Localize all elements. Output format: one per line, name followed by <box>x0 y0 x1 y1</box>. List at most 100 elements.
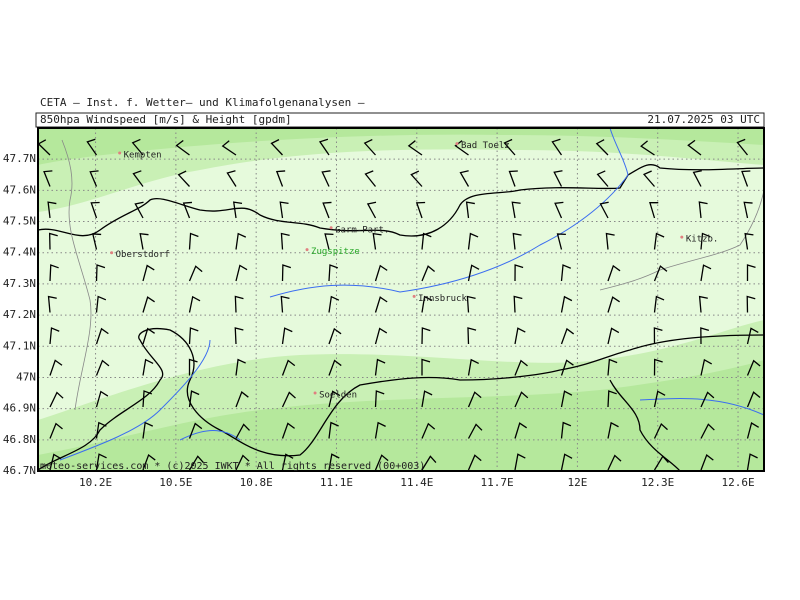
y-tick-label: 47.1N <box>3 339 36 352</box>
wind-barb <box>142 296 155 313</box>
wind-barb <box>95 359 110 376</box>
wind-barb <box>366 201 377 219</box>
wind-barb <box>235 423 251 439</box>
wind-barb <box>653 422 668 439</box>
wind-barb <box>746 422 760 439</box>
wind-barb <box>653 327 663 345</box>
wind-barb <box>653 232 665 250</box>
wind-barb <box>551 138 563 156</box>
wind-barb <box>560 421 572 439</box>
wind-barb <box>607 421 619 439</box>
wind-barb <box>49 391 64 408</box>
wind-barb <box>142 453 156 471</box>
y-tick-label: 47.4N <box>3 246 36 259</box>
wind-barb <box>467 327 477 345</box>
wind-barb <box>328 421 339 439</box>
wind-barb <box>132 170 144 187</box>
y-tick-label: 46.8N <box>3 433 36 446</box>
place-label: Kempten <box>124 150 162 160</box>
place-dot <box>455 142 459 146</box>
wind-barb <box>374 264 388 282</box>
wind-barb <box>134 201 144 219</box>
wind-barb <box>407 140 423 156</box>
wind-barb <box>459 170 470 187</box>
river <box>59 127 765 461</box>
wind-barb <box>653 390 666 408</box>
x-tick-label: 10.5E <box>159 476 192 489</box>
wind-barb <box>281 391 296 408</box>
place-label: Innsbruck <box>418 294 467 304</box>
wind-barb <box>47 295 57 313</box>
place-dot <box>110 251 114 255</box>
wind-barb <box>177 170 190 187</box>
wind-barb <box>142 264 155 282</box>
place-label: Garm-Part. <box>335 225 389 235</box>
place-dot <box>313 391 317 395</box>
x-tick-label: 12.6E <box>721 476 754 489</box>
wind-barb <box>746 359 761 376</box>
wind-barb <box>142 421 154 439</box>
wind-barb <box>322 201 332 219</box>
wind-shade <box>38 360 764 471</box>
wind-barb <box>595 139 609 156</box>
wind-barb <box>653 265 668 282</box>
wind-barb <box>514 422 528 439</box>
wind-barb <box>514 453 526 471</box>
place-label: Soelden <box>319 391 357 401</box>
wind-barb <box>49 327 60 345</box>
wind-barb <box>467 454 482 471</box>
y-tick-label: 47.5N <box>3 215 36 228</box>
wind-barb <box>221 140 237 156</box>
wind-barb <box>700 232 711 250</box>
wind-barb <box>188 390 200 408</box>
wind-barb <box>364 170 377 187</box>
wind-barb <box>91 233 102 250</box>
wind-barb <box>454 140 469 156</box>
wind-barb <box>280 232 290 250</box>
wind-barb <box>142 390 153 408</box>
wind-barb <box>328 359 342 376</box>
wind-barb <box>328 327 342 345</box>
y-tick-label: 47.7N <box>3 152 36 165</box>
wind-barb <box>131 138 144 156</box>
y-tick-label: 46.9N <box>3 402 36 415</box>
wind-barb <box>95 453 107 471</box>
wind-barb <box>321 170 331 187</box>
wind-barb <box>142 358 154 376</box>
wind-barb <box>415 201 426 219</box>
wind-barb <box>736 138 749 156</box>
place-dot <box>412 294 416 298</box>
wind-barb <box>642 170 655 187</box>
wind-barb <box>281 327 293 345</box>
wind-barb <box>421 295 433 313</box>
wind-barb <box>700 423 715 439</box>
wind-barb <box>746 391 761 408</box>
wind-barb <box>363 138 376 156</box>
wind-barb <box>235 358 246 376</box>
wind-barb <box>374 421 386 439</box>
wind-barb <box>182 201 193 219</box>
wind-barb <box>421 265 436 282</box>
wind-barb <box>421 358 431 376</box>
wind-barb <box>235 454 250 471</box>
wind-barb <box>599 201 609 219</box>
y-tick-label: 47.6N <box>3 183 36 196</box>
wind-barb <box>142 327 155 345</box>
wind-barb <box>95 295 107 313</box>
wind-barb <box>95 421 107 439</box>
wind-barb <box>560 359 574 376</box>
wind-barb <box>374 390 385 408</box>
wind-barb <box>467 358 479 376</box>
wind-barb <box>553 170 563 187</box>
wind-barb <box>514 327 526 345</box>
wind-barb <box>95 390 109 408</box>
wind-barb <box>49 359 63 376</box>
wind-barb <box>687 139 702 156</box>
wind-barb <box>279 201 289 219</box>
place-label: Zugspitze <box>311 247 360 257</box>
wind-barb <box>49 264 59 282</box>
copyright: meteo-services.com * (c)2025 IWKT * All … <box>40 461 425 472</box>
wind-barb <box>744 232 754 250</box>
wind-barb <box>741 170 751 187</box>
